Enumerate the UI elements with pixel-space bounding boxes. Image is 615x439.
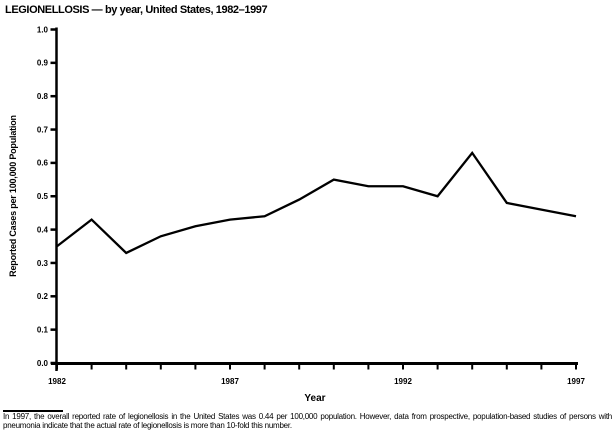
y-tick-label: 0.1 — [37, 325, 49, 334]
y-tick-label: 0.9 — [37, 59, 49, 68]
x-tick-label: 1982 — [48, 377, 66, 386]
x-tick-label: 1997 — [567, 377, 585, 386]
y-tick-label: 0.5 — [37, 192, 49, 201]
footnote-separator-rule — [3, 410, 63, 412]
y-tick-label: 1.0 — [37, 25, 49, 34]
y-tick-label: 0.2 — [37, 292, 49, 301]
x-tick-label: 1992 — [394, 377, 412, 386]
x-tick-label: 1987 — [221, 377, 239, 386]
y-tick-label: 0.6 — [37, 159, 49, 168]
x-axis-title: Year — [304, 393, 326, 404]
chart-title: LEGIONELLOSIS — by year, United States, … — [5, 4, 268, 16]
y-tick-label: 0.8 — [37, 92, 49, 101]
y-tick-label: 0.3 — [37, 259, 49, 268]
footnote-text: In 1997, the overall reported rate of le… — [3, 412, 612, 430]
y-tick-label: 0.0 — [37, 359, 49, 368]
data-line — [56, 150, 577, 255]
y-tick-label: 0.4 — [37, 225, 49, 234]
y-tick-label: 0.7 — [37, 125, 49, 134]
